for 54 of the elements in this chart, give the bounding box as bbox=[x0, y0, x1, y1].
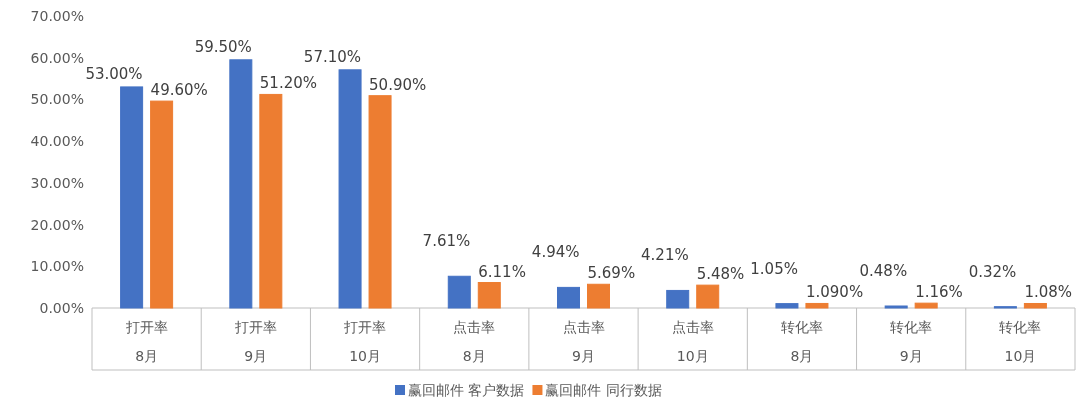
data-label: 53.00% bbox=[85, 64, 143, 83]
bar bbox=[557, 286, 580, 309]
bar bbox=[587, 283, 610, 309]
data-label: 4.94% bbox=[531, 243, 580, 262]
bar bbox=[120, 86, 144, 309]
data-label: 0.32% bbox=[968, 262, 1017, 281]
y-tick-label: 50.00% bbox=[30, 91, 84, 108]
x-tick-label: 点击率 8月 bbox=[453, 319, 496, 364]
y-tick-label: 70.00% bbox=[30, 8, 84, 24]
data-label: 0.48% bbox=[859, 262, 908, 280]
y-tick-label: 10.00% bbox=[30, 258, 84, 275]
bar bbox=[368, 95, 392, 309]
y-tick-label: 60.00% bbox=[30, 49, 84, 66]
data-label: 51.20% bbox=[259, 74, 318, 93]
data-label: 5.48% bbox=[696, 265, 745, 284]
bar bbox=[884, 305, 908, 309]
x-tick-label: 打开率 9月 bbox=[233, 319, 277, 364]
legend-label: 赢回邮件 同行数据 bbox=[545, 382, 662, 398]
data-label: 1.090% bbox=[805, 283, 864, 302]
x-tick-label: 转化率 9月 bbox=[890, 319, 933, 364]
data-label: 1.08% bbox=[1024, 283, 1073, 302]
data-label: 59.50% bbox=[194, 37, 252, 56]
data-label: 49.60% bbox=[150, 81, 208, 100]
x-tick-label: 点击率 10月 bbox=[671, 319, 714, 364]
bar bbox=[447, 275, 471, 309]
data-label: 7.61% bbox=[422, 232, 471, 251]
x-tick-label: 打开率 8月 bbox=[124, 319, 168, 364]
x-tick-label: 打开率 10月 bbox=[343, 319, 387, 364]
data-label: 4.21% bbox=[641, 246, 689, 265]
data-label: 1.16% bbox=[915, 283, 963, 302]
bar bbox=[259, 93, 283, 309]
bar bbox=[696, 284, 720, 309]
y-tick-label: 40.00% bbox=[30, 133, 84, 150]
bar bbox=[914, 302, 938, 309]
bar bbox=[477, 282, 501, 309]
y-tick-label: 0.00% bbox=[39, 300, 84, 316]
bar bbox=[229, 59, 253, 309]
bar bbox=[775, 303, 799, 309]
x-tick-label: 转化率 10月 bbox=[999, 319, 1042, 364]
data-label: 50.90% bbox=[369, 75, 427, 94]
bar bbox=[805, 302, 829, 309]
data-label: 1.05% bbox=[750, 259, 798, 278]
bar bbox=[338, 69, 362, 309]
y-tick-label: 20.00% bbox=[30, 216, 84, 233]
data-label: 6.11% bbox=[478, 262, 526, 281]
bar bbox=[666, 289, 690, 309]
y-tick-label: 30.00% bbox=[30, 174, 84, 191]
legend-label: 赢回邮件 客户数据 bbox=[408, 382, 525, 398]
x-tick-label: 转化率 8月 bbox=[780, 319, 823, 364]
x-tick-label: 点击率 9月 bbox=[562, 319, 605, 364]
bar bbox=[150, 100, 174, 309]
bar bbox=[1023, 303, 1047, 309]
data-label: 5.69% bbox=[587, 264, 636, 283]
data-label: 57.10% bbox=[303, 47, 362, 66]
